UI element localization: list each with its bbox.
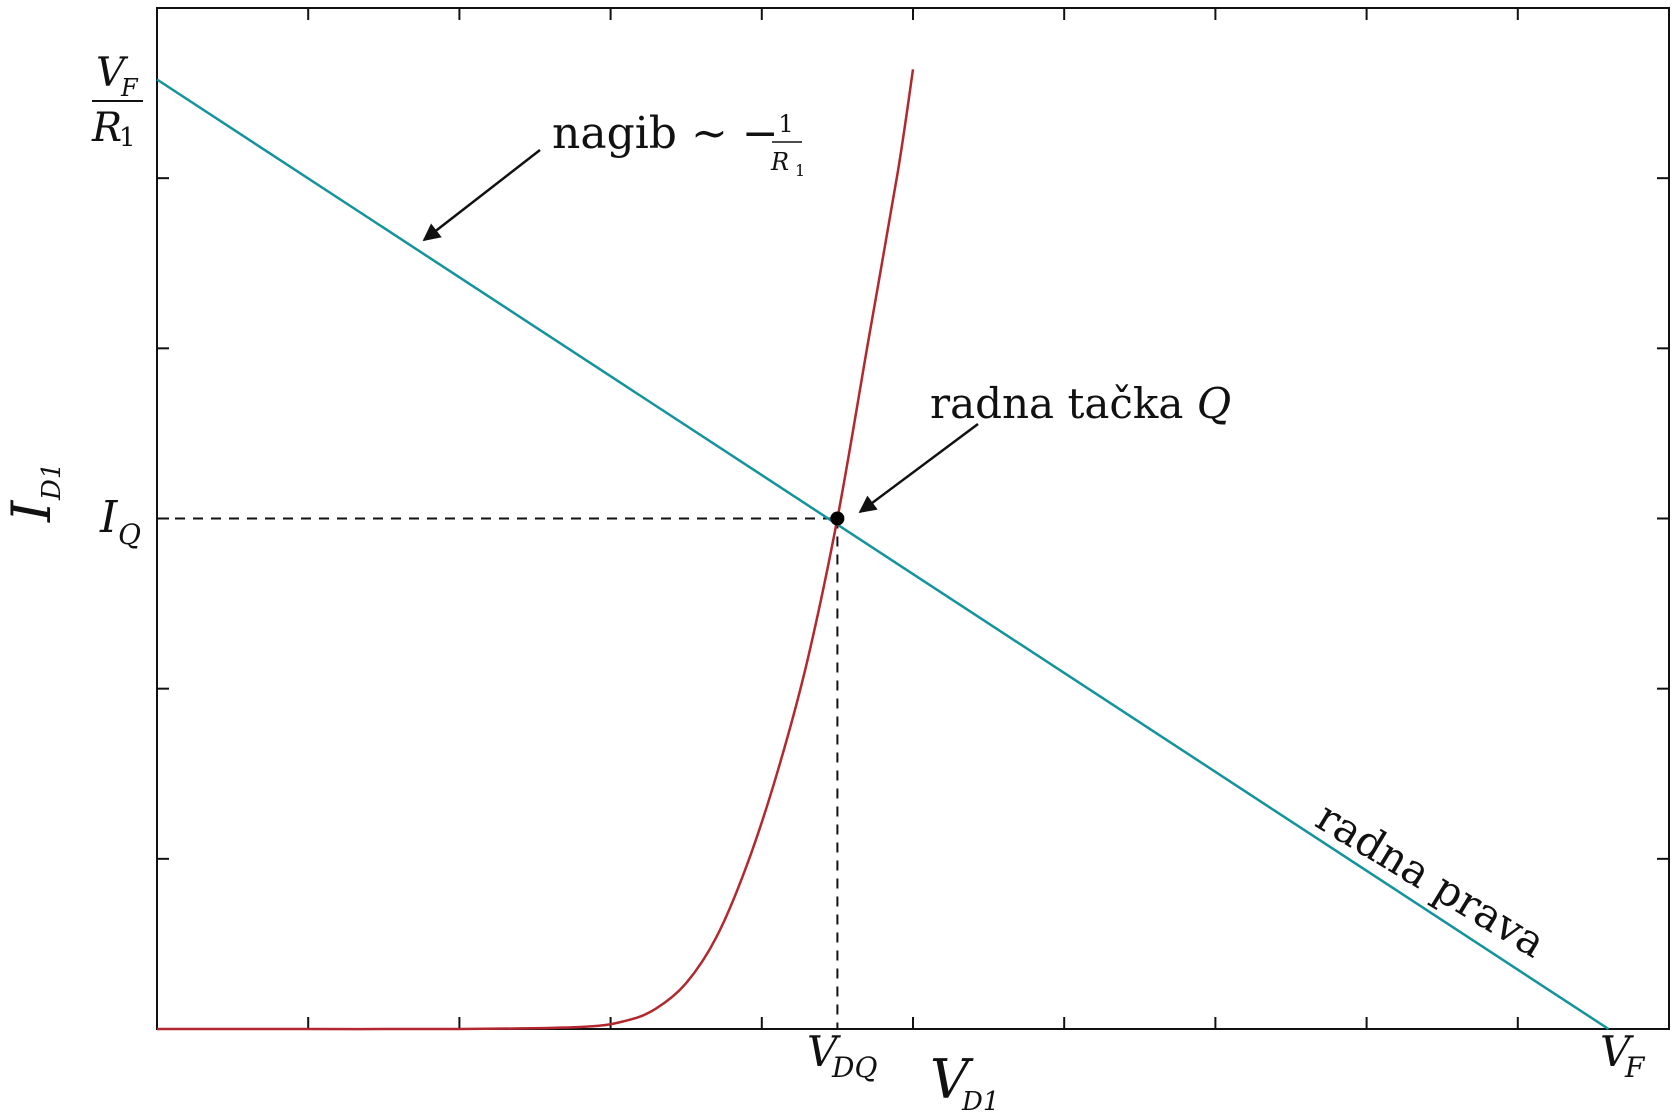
load-line-label: radna prava bbox=[1308, 792, 1554, 968]
slope-fraction-denominator-sub: 1 bbox=[795, 161, 805, 180]
x-axis-title-main: V bbox=[930, 1048, 974, 1111]
q-annotation-plain: radna tačka bbox=[930, 379, 1197, 428]
vf-tick-label-sub: F bbox=[1624, 1051, 1646, 1084]
vdq-tick-label-sub: DQ bbox=[831, 1051, 877, 1084]
vf-over-r1-denominator-sub: 1 bbox=[119, 123, 136, 153]
slope-fraction-numerator: 1 bbox=[778, 110, 793, 138]
iq-tick-label: I bbox=[99, 492, 119, 543]
vf-over-r1-numerator: V bbox=[96, 50, 129, 96]
slope-fraction-denominator: R bbox=[770, 148, 789, 176]
x-axis-title-sub: D1 bbox=[961, 1087, 999, 1113]
y-axis-title-sub: D1 bbox=[37, 463, 67, 501]
y-axis-title-main: I bbox=[0, 499, 63, 523]
load-line-series bbox=[156, 78, 1610, 1031]
y-axis-title: I D1 bbox=[0, 463, 67, 523]
q-annotation-italic: Q bbox=[1197, 379, 1231, 428]
vdq-tick-label: V bbox=[807, 1027, 841, 1076]
slope-arrow bbox=[422, 149, 541, 242]
vf-over-r1-numerator-sub: F bbox=[120, 74, 139, 102]
iq-tick-label-sub: Q bbox=[118, 518, 141, 551]
tick-marks bbox=[157, 8, 1669, 1029]
diode-curve-series bbox=[157, 69, 915, 1031]
slope-annotation-text: nagib ~ − bbox=[552, 108, 779, 159]
vf-tick-label: V bbox=[1600, 1027, 1634, 1076]
vf-over-r1-denominator: R bbox=[91, 105, 122, 151]
q-point-arrow bbox=[858, 422, 979, 514]
q-annotation-text: radna tačka Q bbox=[930, 379, 1231, 428]
q-point-marker bbox=[830, 511, 845, 526]
